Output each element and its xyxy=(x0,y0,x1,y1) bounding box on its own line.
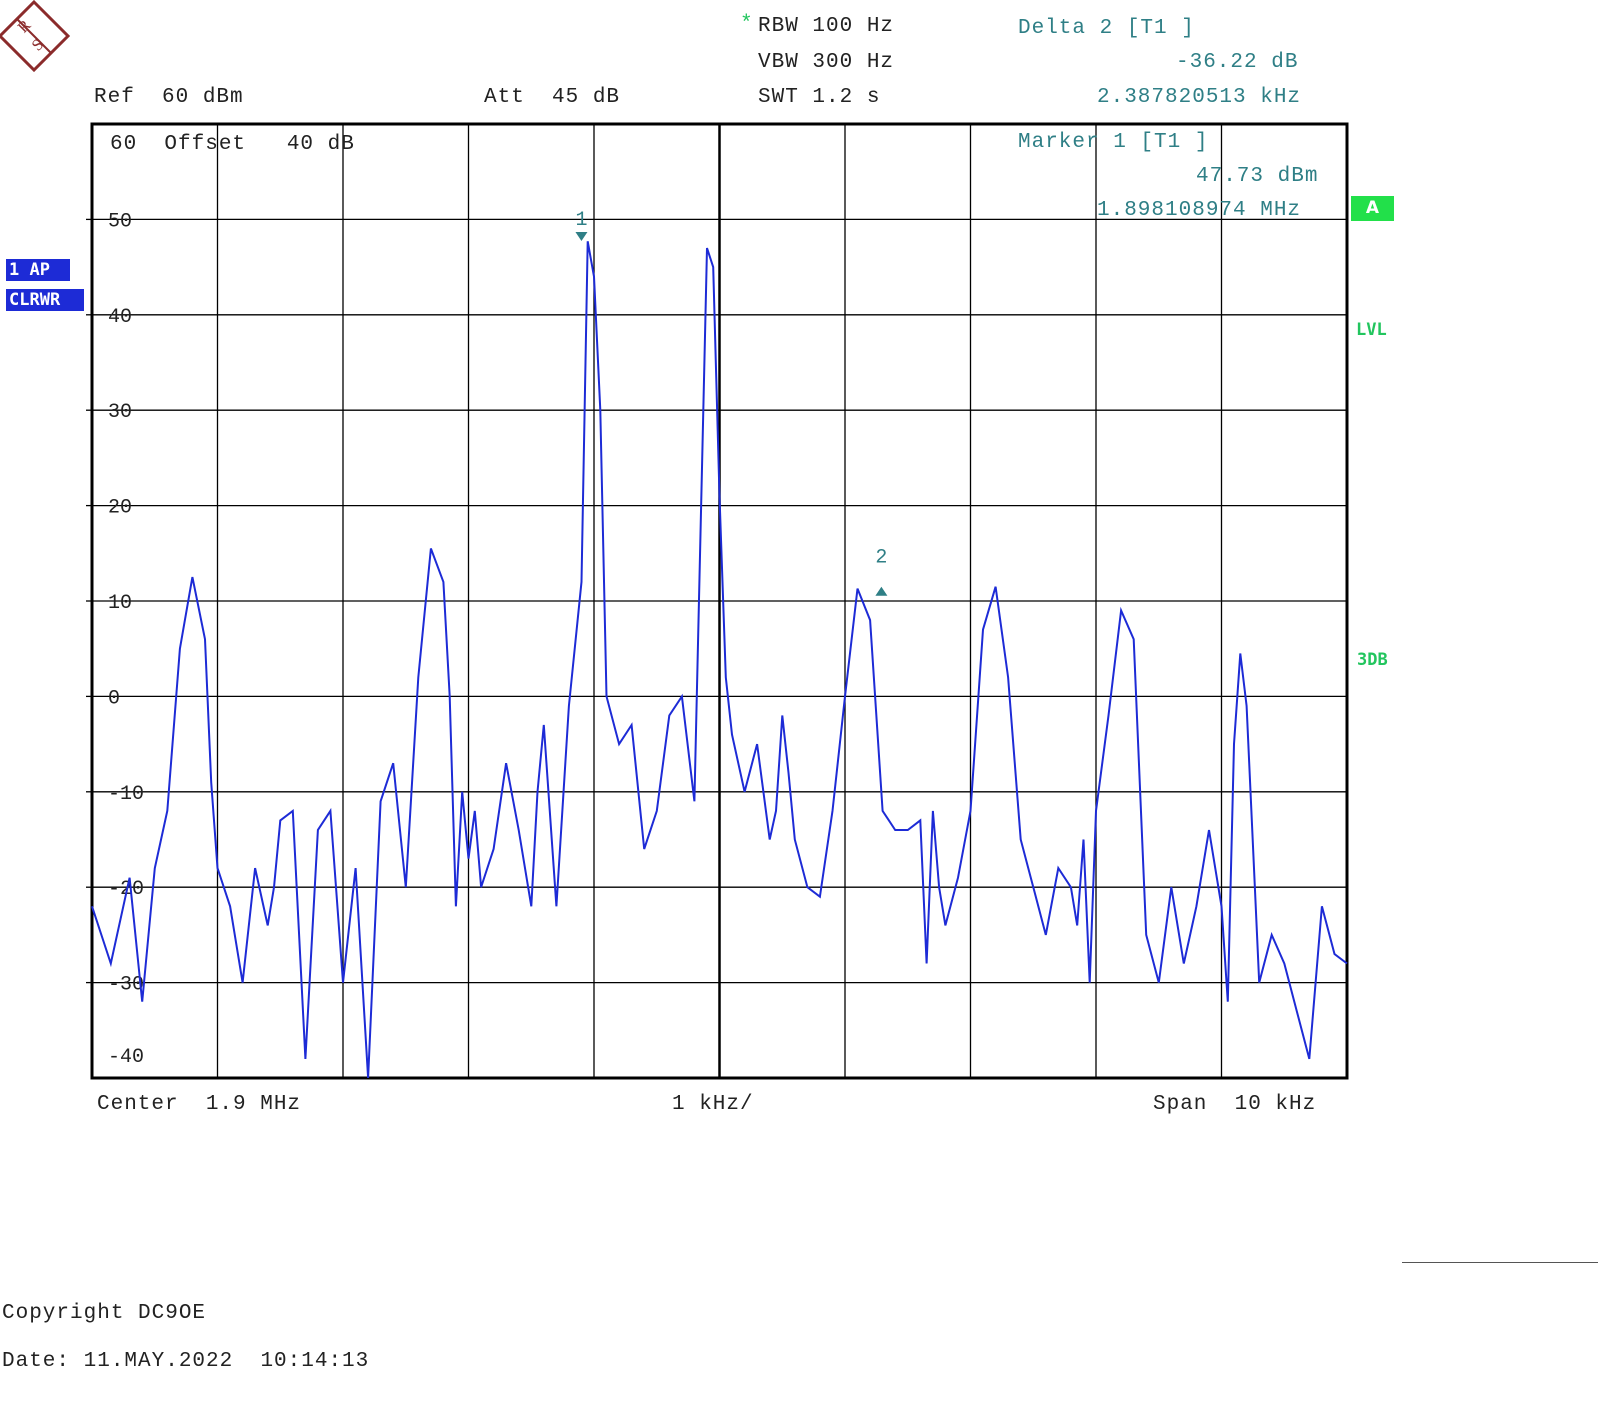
swt-readout: SWT 1.2 s xyxy=(758,86,881,109)
trace-a-badge: A xyxy=(1351,196,1394,221)
y-tick-label: 50 xyxy=(108,210,132,233)
y-tick-label: -30 xyxy=(108,974,144,997)
marker-2-label: 2 xyxy=(875,547,887,570)
y-tick-label: -40 xyxy=(108,1046,144,1069)
rbw-readout: RBW 100 Hz xyxy=(758,15,895,38)
y-tick-label: 30 xyxy=(108,401,132,424)
lvl-indicator: LVL xyxy=(1356,320,1387,340)
divider-rule xyxy=(1402,1262,1598,1263)
span-readout: Span 10 kHz xyxy=(1153,1093,1317,1116)
plot-grid xyxy=(86,122,1349,1080)
delta-marker-level: -36.22 dB xyxy=(1176,51,1299,74)
marker1-title: Marker 1 [T1 ] xyxy=(1018,131,1209,154)
marker-layer: 12 xyxy=(575,209,887,596)
attenuation: Att 45 dB xyxy=(484,86,621,109)
per-division: 1 kHz/ xyxy=(672,1093,754,1116)
vbw-readout: VBW 300 Hz xyxy=(758,51,895,74)
y-tick-label: 10 xyxy=(108,592,132,615)
rbw-star: * xyxy=(740,13,754,36)
marker-2-symbol xyxy=(875,586,888,596)
marker1-level: 47.73 dBm xyxy=(1196,165,1319,188)
marker-1-label: 1 xyxy=(575,209,587,232)
marker1-freq: 1.898108974 MHz xyxy=(1097,199,1302,222)
delta-marker-freq: 2.387820513 kHz xyxy=(1097,86,1302,109)
trace-mode-label: CLRWR xyxy=(6,289,84,312)
center-frequency: Center 1.9 MHz xyxy=(97,1093,302,1116)
delta-marker-title: Delta 2 [T1 ] xyxy=(1018,17,1195,40)
3db-indicator: 3DB xyxy=(1357,650,1388,670)
offset-label: 60 Offset 40 dB xyxy=(110,133,355,156)
copyright: Copyright DC9OE xyxy=(2,1302,207,1325)
spectrum-trace xyxy=(91,241,1348,1079)
y-tick-label: 20 xyxy=(108,497,132,520)
trace-ap-label: 1 AP xyxy=(6,259,70,282)
ref-level: Ref 60 dBm xyxy=(94,86,244,109)
y-tick-label: 0 xyxy=(108,687,120,710)
timestamp: Date: 11.MAY.2022 10:14:13 xyxy=(2,1350,370,1373)
rs-logo: R S xyxy=(0,0,71,72)
marker-1-symbol xyxy=(575,232,588,242)
y-tick-label: 40 xyxy=(108,306,132,329)
y-tick-label: -10 xyxy=(108,783,144,806)
